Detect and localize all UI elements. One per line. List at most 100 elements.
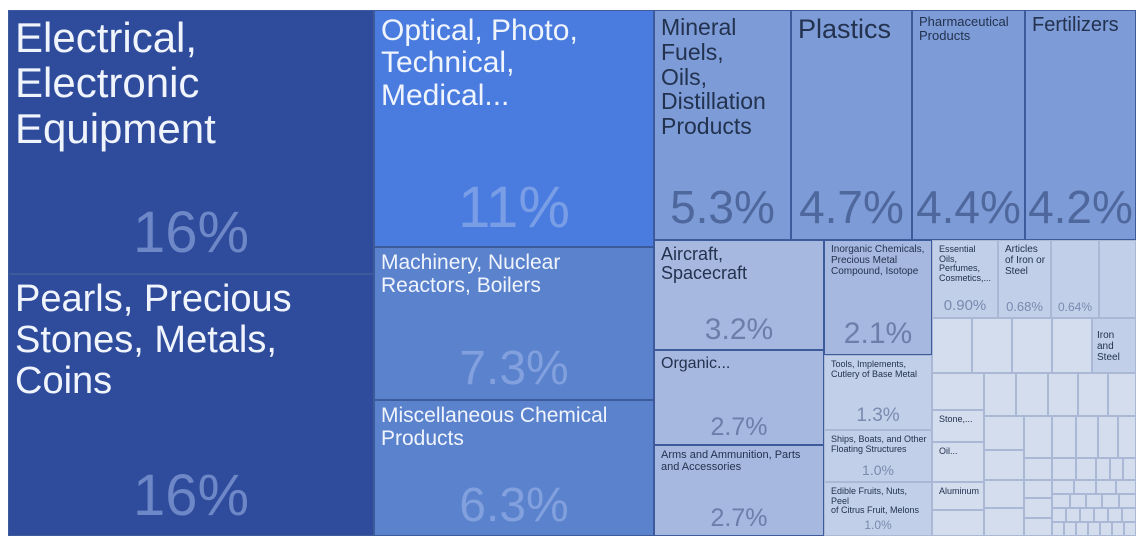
tile-value: 4.7% — [799, 181, 904, 233]
treemap-tile-minor[interactable] — [1016, 373, 1048, 416]
treemap-tile-minor[interactable] — [1078, 373, 1108, 416]
treemap-tile-minor[interactable] — [1052, 508, 1066, 522]
tile-label: Essential Oils, Perfumes, Cosmetics,... — [939, 244, 992, 284]
treemap-tile-minor[interactable] — [972, 318, 1012, 373]
treemap-tile-minor[interactable] — [1096, 458, 1110, 480]
treemap-tile-minor[interactable] — [1123, 458, 1136, 480]
treemap-tile-minor[interactable] — [1070, 494, 1086, 508]
treemap-tile[interactable]: Plastics 4.7% — [791, 10, 912, 240]
treemap-tile[interactable]: Pharmaceutical Products 4.4% — [912, 10, 1025, 240]
treemap-tile-minor[interactable] — [1098, 416, 1118, 458]
tile-label: Aircraft, Spacecraft — [661, 244, 748, 284]
treemap-tile-minor[interactable] — [1024, 416, 1052, 458]
tile-value: 2.1% — [843, 317, 913, 350]
treemap-tile[interactable]: Iron and Steel — [1092, 318, 1136, 373]
treemap-tile-minor[interactable] — [1094, 508, 1108, 522]
treemap-tile[interactable]: Tools, Implements, Cutlery of Base Metal… — [824, 355, 932, 430]
treemap-tile-minor[interactable] — [1024, 518, 1052, 536]
treemap-tile-minor[interactable] — [1124, 522, 1136, 536]
treemap-tile[interactable]: Articles of Iron or Steel 0.68% — [998, 240, 1051, 318]
treemap-tile[interactable]: Inorganic Chemicals, Precious Metal Comp… — [824, 240, 932, 355]
treemap-tile-minor[interactable] — [1102, 494, 1119, 508]
treemap-tile[interactable]: Ships, Boats, and Other Floating Structu… — [824, 430, 932, 482]
treemap-tile-minor[interactable] — [984, 480, 1024, 508]
treemap-tile-minor[interactable] — [1024, 458, 1052, 480]
treemap-tile-minor[interactable] — [1052, 494, 1070, 508]
treemap-tile-minor[interactable] — [1076, 416, 1098, 458]
tile-label: Iron and Steel — [1097, 330, 1120, 363]
tile-label: Inorganic Chemicals, Precious Metal Comp… — [831, 244, 925, 277]
treemap-tile-minor[interactable] — [1024, 480, 1052, 498]
tile-value: 1.0% — [864, 518, 892, 532]
treemap-tile[interactable]: Oil... — [932, 442, 984, 482]
tile-label: Tools, Implements, Cutlery of Base Metal — [831, 359, 918, 379]
tile-label: Pearls, Precious Stones, Metals, Coins — [15, 278, 292, 403]
treemap-tile-minor[interactable] — [1064, 522, 1076, 536]
treemap-tile-minor[interactable] — [1112, 522, 1124, 536]
treemap-tile[interactable]: Miscellaneous Chemical Products 6.3% — [374, 400, 654, 536]
tile-label: Arms and Ammunition, Parts and Accessori… — [661, 449, 801, 473]
treemap-tile-minor[interactable] — [1122, 508, 1136, 522]
treemap-tile[interactable]: Mineral Fuels, Oils, Distillation Produc… — [654, 10, 791, 240]
tile-label: Machinery, Nuclear Reactors, Boilers — [381, 251, 561, 297]
treemap-tile-minor[interactable] — [1100, 522, 1112, 536]
treemap-tile-minor[interactable] — [1116, 480, 1136, 494]
treemap-tile-minor[interactable] — [984, 416, 1024, 450]
treemap-tile-minor[interactable] — [1086, 494, 1102, 508]
tile-value: 4.2% — [1028, 181, 1133, 233]
treemap-tile-minor[interactable] — [1096, 480, 1116, 494]
treemap-tile[interactable]: 0.64% — [1051, 240, 1099, 318]
treemap-tile-minor[interactable] — [932, 510, 984, 536]
treemap-tile-minor[interactable] — [1080, 508, 1094, 522]
treemap-tile[interactable]: Edible Fruits, Nuts, Peel of Citrus Frui… — [824, 482, 932, 536]
treemap-tile-minor[interactable] — [1066, 508, 1080, 522]
tile-label: Edible Fruits, Nuts, Peel of Citrus Frui… — [831, 486, 920, 516]
treemap-tile[interactable]: Optical, Photo, Technical, Medical... 11% — [374, 10, 654, 247]
treemap-tile[interactable]: Essential Oils, Perfumes, Cosmetics,... 0… — [932, 240, 998, 318]
treemap-tile-minor[interactable] — [1108, 508, 1122, 522]
treemap-tile-minor[interactable] — [1052, 318, 1092, 373]
treemap-tile-minor[interactable] — [1052, 480, 1074, 494]
tile-value: 2.7% — [710, 504, 768, 532]
tile-value: 11% — [458, 175, 570, 240]
treemap-tile-minor[interactable] — [984, 450, 1024, 480]
treemap-tile-minor[interactable] — [1119, 494, 1136, 508]
treemap-tile-minor[interactable] — [1012, 318, 1052, 373]
treemap-tile-minor[interactable] — [1118, 416, 1136, 458]
treemap-tile-minor[interactable] — [1052, 522, 1064, 536]
tile-value: 1.3% — [856, 405, 900, 426]
tile-label: Ships, Boats, and Other Floating Structu… — [831, 434, 927, 454]
tile-value: 3.2% — [704, 313, 774, 346]
tile-value: 2.7% — [710, 413, 768, 441]
tile-label: Articles of Iron or Steel — [1005, 244, 1046, 277]
tile-label: Mineral Fuels, Oils, Distillation Produc… — [661, 14, 766, 140]
treemap-tile-minor[interactable] — [1052, 416, 1076, 458]
treemap-tile-minor[interactable] — [1108, 373, 1136, 416]
treemap-tile-minor[interactable] — [1074, 480, 1096, 494]
treemap-tile[interactable]: Aluminum — [932, 482, 984, 510]
tile-value: 16% — [132, 463, 250, 528]
tile-label: Miscellaneous Chemical Products — [381, 404, 608, 450]
treemap-tile[interactable]: Pearls, Precious Stones, Metals, Coins 16… — [8, 274, 374, 536]
treemap-tile[interactable]: Aircraft, Spacecraft 3.2% — [654, 240, 824, 350]
treemap-tile[interactable]: Arms and Ammunition, Parts and Accessori… — [654, 445, 824, 536]
tile-value: 0.68% — [1006, 299, 1043, 314]
treemap-tile-minor[interactable] — [984, 508, 1024, 536]
treemap-tile-minor[interactable] — [1024, 498, 1052, 518]
treemap-tile-minor[interactable] — [932, 373, 984, 410]
treemap-tile[interactable]: Machinery, Nuclear Reactors, Boilers 7.3% — [374, 247, 654, 400]
treemap-tile[interactable]: Organic... 2.7% — [654, 350, 824, 445]
treemap-tile-minor[interactable] — [1076, 458, 1096, 480]
tile-value: 7.3% — [459, 342, 569, 395]
treemap-tile[interactable]: Stone,... — [932, 410, 984, 442]
treemap-tile-minor[interactable] — [1076, 522, 1088, 536]
treemap-tile[interactable] — [1099, 240, 1136, 318]
treemap-tile-minor[interactable] — [1110, 458, 1123, 480]
treemap-tile-minor[interactable] — [1052, 458, 1076, 480]
treemap-tile-minor[interactable] — [1048, 373, 1078, 416]
treemap-tile[interactable]: Fertilizers 4.2% — [1025, 10, 1136, 240]
treemap-tile-minor[interactable] — [932, 318, 972, 373]
treemap-tile-minor[interactable] — [984, 373, 1016, 416]
treemap-tile[interactable]: Electrical, Electronic Equipment 16% — [8, 10, 374, 274]
treemap-tile-minor[interactable] — [1088, 522, 1100, 536]
